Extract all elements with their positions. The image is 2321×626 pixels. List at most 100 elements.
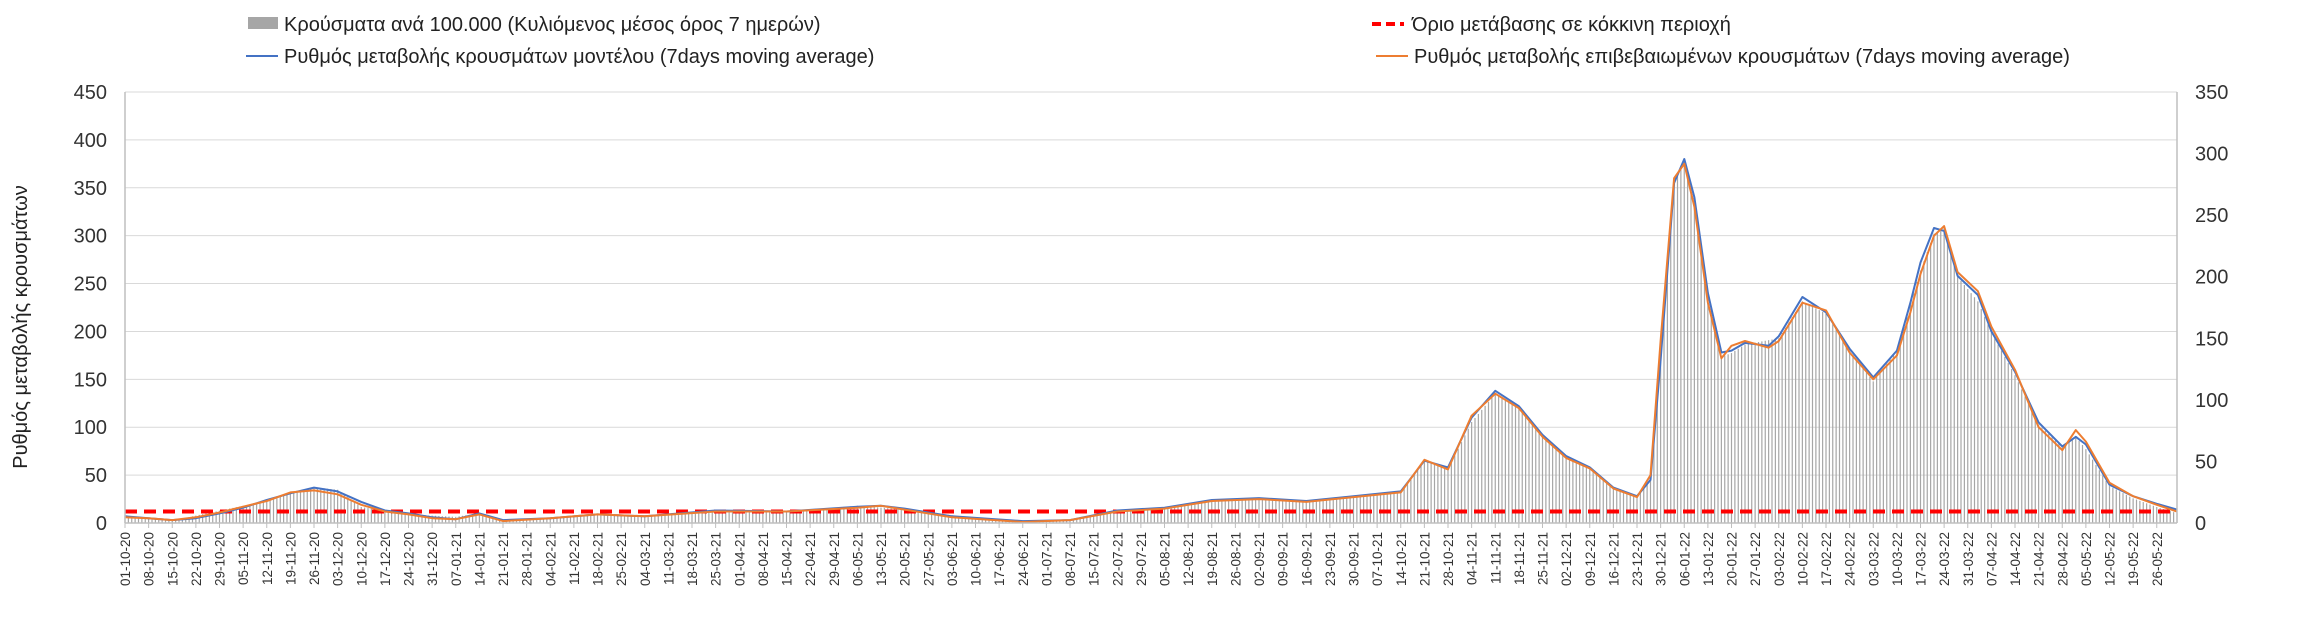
bar bbox=[829, 508, 831, 523]
bar bbox=[1221, 500, 1223, 523]
bar bbox=[1764, 340, 1766, 523]
x-tick-label: 16-09-21 bbox=[1299, 532, 1314, 586]
bar bbox=[1741, 346, 1743, 523]
bar bbox=[1201, 502, 1203, 523]
bar bbox=[1977, 301, 1979, 523]
bar bbox=[735, 511, 737, 523]
bar bbox=[168, 520, 170, 523]
x-tick-label: 01-04-21 bbox=[732, 532, 747, 586]
bar bbox=[1258, 498, 1260, 523]
x-tick-label: 20-05-21 bbox=[898, 532, 913, 586]
x-tick-label: 07-04-22 bbox=[1984, 532, 1999, 586]
bar bbox=[947, 514, 950, 523]
x-tick-label: 15-07-21 bbox=[1087, 532, 1102, 586]
bar bbox=[242, 505, 244, 523]
bar bbox=[775, 511, 777, 523]
bar bbox=[370, 508, 372, 523]
bar bbox=[961, 516, 963, 523]
bar bbox=[1413, 474, 1415, 523]
x-tick-label: 02-12-21 bbox=[1559, 532, 1574, 586]
bar bbox=[634, 515, 636, 523]
bar bbox=[1184, 505, 1186, 523]
bar bbox=[796, 511, 798, 523]
bar bbox=[752, 511, 754, 523]
bar bbox=[1619, 490, 1621, 523]
bar bbox=[664, 514, 666, 523]
bar bbox=[380, 510, 383, 523]
bar bbox=[1511, 404, 1513, 523]
bar bbox=[181, 518, 183, 523]
y-tick-label: 350 bbox=[74, 178, 107, 200]
bar bbox=[1562, 454, 1564, 523]
x-tick-label: 11-11-21 bbox=[1488, 532, 1503, 584]
x-tick-label: 27-01-22 bbox=[1748, 532, 1763, 586]
bar bbox=[2095, 464, 2097, 523]
bar bbox=[151, 518, 153, 523]
bar bbox=[421, 515, 423, 523]
x-tick-label: 15-10-20 bbox=[165, 532, 180, 586]
x-tick-label: 24-02-22 bbox=[1843, 532, 1858, 586]
bar bbox=[580, 515, 582, 523]
bar bbox=[178, 519, 180, 523]
x-tick-label: 23-09-21 bbox=[1323, 532, 1338, 586]
bar bbox=[1727, 354, 1729, 523]
bar bbox=[229, 508, 231, 523]
bar bbox=[1538, 432, 1540, 523]
x-tick-label: 08-10-20 bbox=[142, 532, 157, 586]
bar bbox=[2041, 427, 2043, 523]
bar bbox=[1842, 340, 1844, 523]
bar bbox=[1521, 412, 1523, 523]
bar bbox=[239, 506, 241, 523]
bar bbox=[1906, 316, 1908, 523]
bar bbox=[1049, 521, 1051, 523]
x-tick-label: 24-03-22 bbox=[1937, 532, 1952, 586]
bar bbox=[573, 516, 575, 523]
bar bbox=[860, 506, 862, 523]
x-tick-label: 24-06-21 bbox=[1016, 532, 1031, 586]
legend-label-threshold: Όριο μετάβασης σε κόκκινη περιοχή bbox=[1411, 14, 1731, 36]
bar bbox=[1643, 487, 1645, 523]
bar bbox=[212, 512, 214, 523]
bar bbox=[1123, 510, 1125, 523]
x-tick-label: 14-01-21 bbox=[472, 532, 487, 586]
line-series bbox=[124, 158, 2178, 523]
bar bbox=[1420, 465, 1422, 523]
bar bbox=[559, 517, 561, 523]
bar bbox=[1771, 339, 1773, 523]
bar bbox=[1079, 518, 1081, 523]
bar bbox=[2135, 499, 2138, 523]
bar bbox=[1555, 448, 1557, 523]
x-tick-label: 08-07-21 bbox=[1063, 532, 1078, 586]
bar bbox=[1963, 284, 1965, 523]
legend-swatch-bars bbox=[248, 17, 278, 29]
bar bbox=[2088, 454, 2090, 523]
bar bbox=[2075, 436, 2077, 523]
bar bbox=[883, 507, 885, 523]
bar bbox=[1660, 350, 1662, 523]
bar bbox=[1592, 471, 1594, 523]
bar bbox=[222, 509, 224, 523]
bar bbox=[1055, 520, 1058, 523]
x-tick-label: 20-01-22 bbox=[1725, 532, 1740, 586]
bar bbox=[731, 510, 734, 523]
y2-tick-label: 200 bbox=[2195, 267, 2228, 289]
bar bbox=[202, 514, 204, 523]
bar bbox=[556, 517, 558, 523]
x-tick-label: 04-03-21 bbox=[638, 532, 653, 586]
bar bbox=[650, 515, 653, 523]
bar bbox=[1552, 445, 1554, 523]
bar bbox=[789, 511, 791, 523]
bar bbox=[836, 507, 838, 523]
bar bbox=[1568, 459, 1571, 523]
bar bbox=[1595, 474, 1598, 523]
bar bbox=[1504, 400, 1506, 523]
bar bbox=[367, 508, 369, 523]
bar bbox=[944, 514, 946, 523]
bar bbox=[1700, 249, 1702, 523]
bar bbox=[1373, 495, 1375, 523]
bar bbox=[553, 517, 555, 523]
bar bbox=[934, 513, 936, 523]
x-tick-label: 17-02-22 bbox=[1819, 532, 1834, 586]
bar bbox=[644, 515, 646, 523]
bar bbox=[2014, 375, 2016, 523]
